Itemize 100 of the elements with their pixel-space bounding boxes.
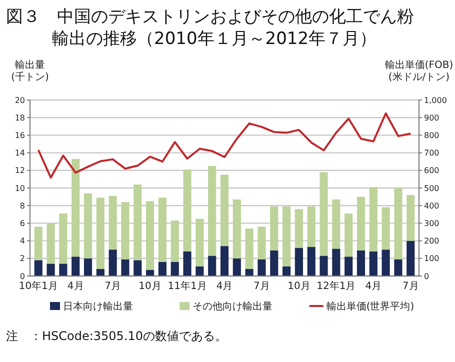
bar: [356, 250, 366, 276]
y2-tick-label: 100: [424, 254, 440, 264]
bar: [59, 264, 68, 276]
bar: [208, 256, 216, 276]
bar: [84, 258, 92, 276]
x-tick-label: 4月: [216, 281, 233, 292]
y2-tick-label: 700: [424, 148, 440, 158]
y2-axis-title: 輸出単価(FOB) (米ドル/トン): [384, 59, 454, 83]
y-tick-label: 10: [14, 184, 25, 193]
x-tick-label: 4月: [365, 281, 382, 292]
y-axis-title: 輸出量 (千トン): [11, 59, 49, 83]
bar: [394, 259, 402, 276]
y-tick-label: 16: [14, 131, 25, 140]
x-tick-label: 11年1月: [168, 280, 207, 292]
bar: [294, 209, 303, 248]
y2-tick-label: 400: [424, 201, 440, 210]
bar: [108, 250, 117, 276]
bar: [46, 264, 55, 276]
y-tick-label: 4: [20, 236, 25, 246]
x-tick-label: 10年1月: [18, 280, 58, 292]
x-tick-label: 7月: [254, 281, 270, 292]
bar: [282, 206, 291, 266]
bar: [245, 228, 254, 269]
legend-label: その他向け輸出量: [192, 300, 273, 312]
y2-tick-label: 0: [424, 272, 430, 281]
bar: [369, 187, 378, 252]
bar: [196, 218, 204, 266]
y2-tick-label: 900: [424, 113, 440, 122]
bar: [307, 246, 316, 276]
bar: [108, 196, 117, 250]
bar: [146, 201, 154, 270]
chart-title: 図３ 中国のデキストリンおよびその他の化工でん粉輸出の推移（2010年１月～2012年７月）: [6, 7, 414, 49]
bar: [158, 262, 166, 276]
bar: [34, 226, 42, 260]
bar: [59, 214, 68, 264]
y-tick-label: 12: [14, 166, 25, 176]
bar: [220, 246, 229, 276]
bar: [46, 223, 55, 264]
bar: [406, 195, 415, 241]
legend-label: 輸出単価(世界平均): [326, 300, 414, 312]
bar: [208, 166, 216, 256]
y-tick-label: 8: [20, 201, 25, 210]
bar: [270, 206, 278, 250]
x-tick-label: 10月: [288, 281, 310, 292]
bar: [344, 214, 353, 257]
y2-tick-label: 800: [424, 131, 440, 140]
bar: [394, 188, 402, 260]
y-tick-label: 6: [20, 219, 25, 228]
bar: [369, 251, 378, 276]
bar: [170, 220, 179, 262]
y2-tick-label: 1,000: [424, 96, 447, 105]
bar: [245, 268, 254, 276]
bar: [121, 202, 130, 260]
bar: [320, 256, 328, 276]
x-tick-label: 10月: [138, 281, 162, 292]
bar: [183, 170, 192, 252]
bar: [332, 248, 340, 276]
bar: [170, 262, 179, 276]
y2-tick-label: 500: [424, 184, 440, 193]
y2-tick-label: 600: [424, 166, 440, 176]
bar: [196, 266, 204, 276]
bar: [72, 256, 80, 276]
bar: [270, 250, 278, 276]
x-tick-label: 4月: [67, 281, 84, 292]
bar: [134, 260, 142, 276]
x-tick-label: 12年1月: [316, 280, 356, 292]
y-tick-label: 2: [20, 254, 25, 264]
y-tick-label: 18: [14, 113, 25, 122]
bar: [96, 198, 104, 269]
line-series: [37, 112, 412, 179]
bar: [382, 207, 390, 250]
legend-label: 日本向け輸出量: [63, 300, 133, 312]
bar: [34, 260, 42, 276]
bar: [84, 193, 92, 258]
bar: [72, 158, 80, 257]
bar: [382, 250, 390, 276]
y-tick-label: 0: [20, 272, 25, 281]
y2-tick-label: 300: [424, 219, 440, 228]
bar: [344, 256, 353, 276]
bar: [406, 240, 415, 276]
bar: [258, 226, 266, 260]
bar: [232, 258, 241, 276]
x-tick-label: 7月: [402, 281, 419, 292]
bar: [307, 206, 316, 247]
bar: [294, 248, 303, 276]
bar: [134, 184, 142, 260]
y-tick-label: 14: [14, 148, 25, 158]
bar: [258, 259, 266, 276]
bar: [96, 268, 104, 276]
y2-tick-label: 200: [424, 236, 440, 246]
bar: [158, 198, 166, 262]
text: 注 ：HSCode:3505.10の数値である。: [6, 329, 228, 343]
x-tick-label: 7月: [104, 281, 122, 292]
bar: [121, 259, 130, 276]
bar: [232, 199, 241, 258]
y-tick-label: 20: [14, 96, 25, 105]
bar: [183, 251, 192, 276]
bar: [356, 196, 366, 250]
bar: [220, 174, 229, 246]
bar: [282, 266, 291, 276]
